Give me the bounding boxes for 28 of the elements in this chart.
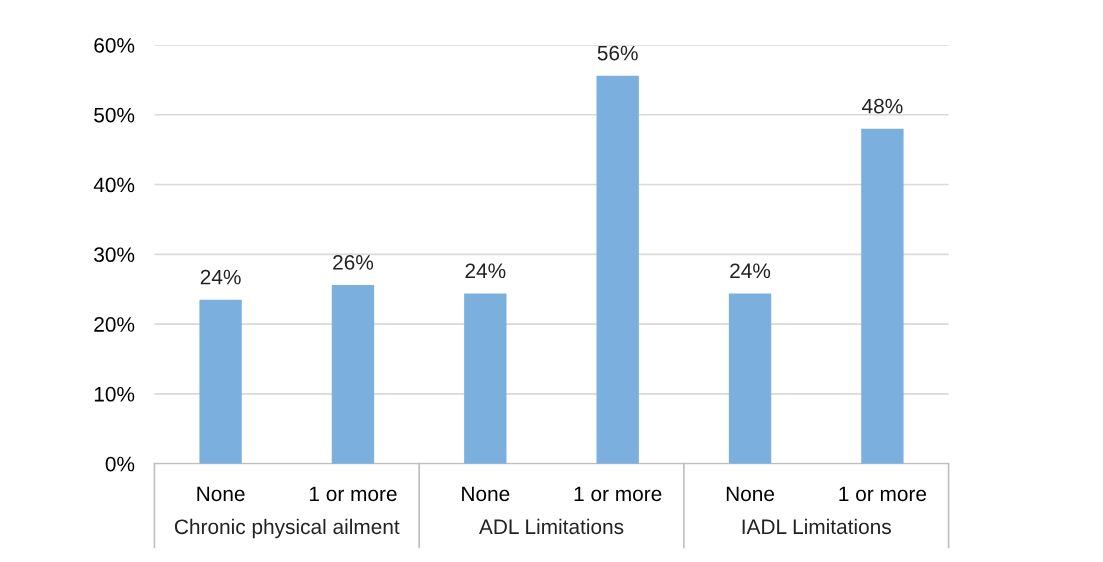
text: Chronic physical ailment	[174, 518, 400, 539]
data-label: 56%	[597, 45, 638, 61]
data-label: 48%	[862, 98, 903, 114]
y-tick-label: 20%	[94, 317, 135, 332]
x-tick-label: None	[462, 486, 510, 502]
y-tick-label: 40%	[93, 177, 135, 193]
x-tick-label: 1 or more	[839, 486, 927, 502]
bar	[861, 128, 904, 464]
data-label: 26%	[333, 255, 374, 270]
bar	[331, 285, 375, 464]
data-label: 24%	[465, 263, 506, 279]
x-tick-label: None	[197, 486, 245, 502]
bar	[464, 293, 507, 464]
bar	[596, 75, 639, 464]
data-label: 24%	[200, 269, 241, 285]
x-tick-label: None	[726, 486, 775, 502]
data-label: 24%	[730, 263, 771, 279]
bar	[199, 299, 242, 464]
y-tick-label: 10%	[94, 386, 135, 402]
bar	[728, 293, 772, 464]
text: IADL Limitations	[742, 518, 891, 535]
text: ADL Limitations	[478, 518, 624, 535]
x-tick-label: 1 or more	[574, 486, 662, 502]
y-tick-label: 0%	[105, 456, 135, 472]
y-tick-label: 30%	[94, 247, 135, 263]
y-tick-label: 50%	[94, 107, 135, 123]
y-tick-label: 60%	[94, 37, 135, 53]
x-tick-label: 1 or more	[309, 486, 397, 502]
